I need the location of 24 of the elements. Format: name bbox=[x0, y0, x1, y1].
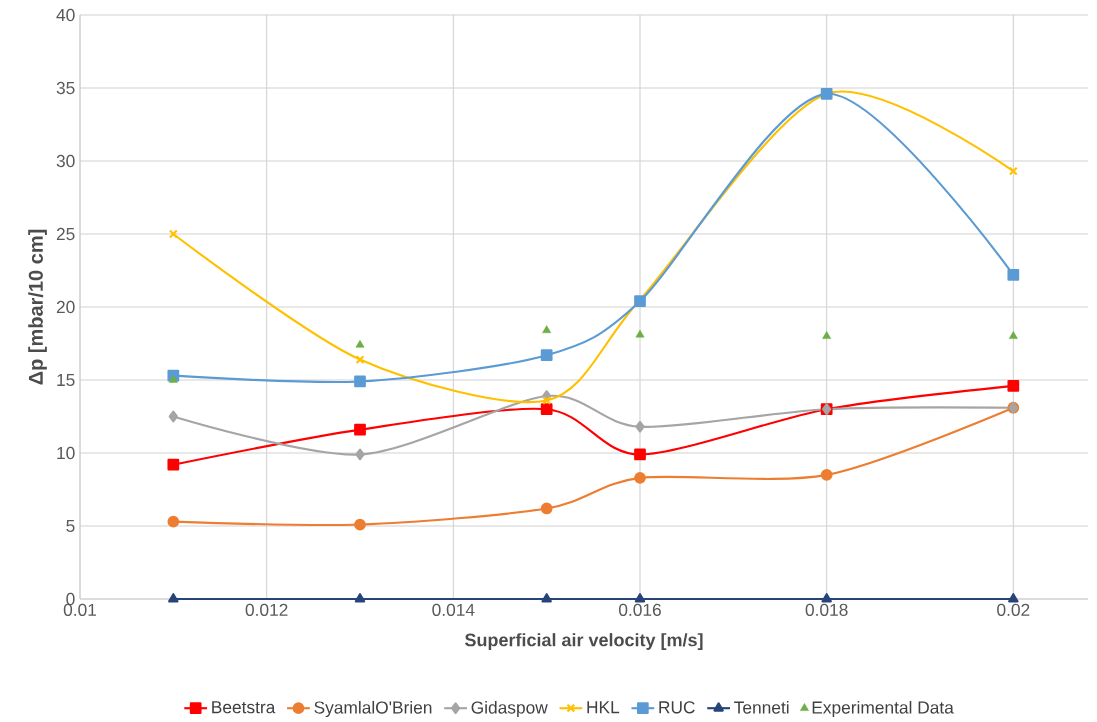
y-tick-label: 5 bbox=[66, 519, 75, 533]
y-axis-title: Δp [mbar/10 cm] bbox=[28, 229, 47, 385]
x-tick-label: 0.018 bbox=[805, 603, 848, 616]
legend-label: SyamlalO'Brien bbox=[314, 700, 432, 718]
legend-label: Tenneti bbox=[734, 700, 789, 714]
y-tick-label: 0 bbox=[66, 592, 75, 606]
y-tick-label: 15 bbox=[57, 373, 75, 387]
x-tick-label: 0.016 bbox=[618, 603, 661, 616]
legend-label: Beetstra bbox=[212, 701, 276, 714]
legend-label: Gidaspow bbox=[471, 700, 548, 718]
legend-label: Experimental Data bbox=[812, 700, 954, 718]
y-tick-label: 35 bbox=[56, 81, 75, 95]
y-tick-label: 20 bbox=[56, 300, 75, 314]
y-tick-label: 40 bbox=[56, 8, 75, 22]
x-tick-label: 0.01 bbox=[63, 603, 97, 616]
x-tick-label: 0.014 bbox=[432, 603, 475, 616]
legend-label: HKL bbox=[587, 701, 620, 714]
x-axis-title: Superficial air velocity [m/s] bbox=[464, 633, 703, 650]
x-tick-label: 0.02 bbox=[997, 603, 1030, 616]
legend-label: RUC bbox=[659, 701, 695, 714]
y-tick-label: 25 bbox=[56, 227, 75, 241]
y-tick-label: 10 bbox=[57, 446, 75, 460]
x-tick-label: 0.012 bbox=[245, 603, 288, 616]
y-tick-label: 30 bbox=[56, 154, 75, 168]
